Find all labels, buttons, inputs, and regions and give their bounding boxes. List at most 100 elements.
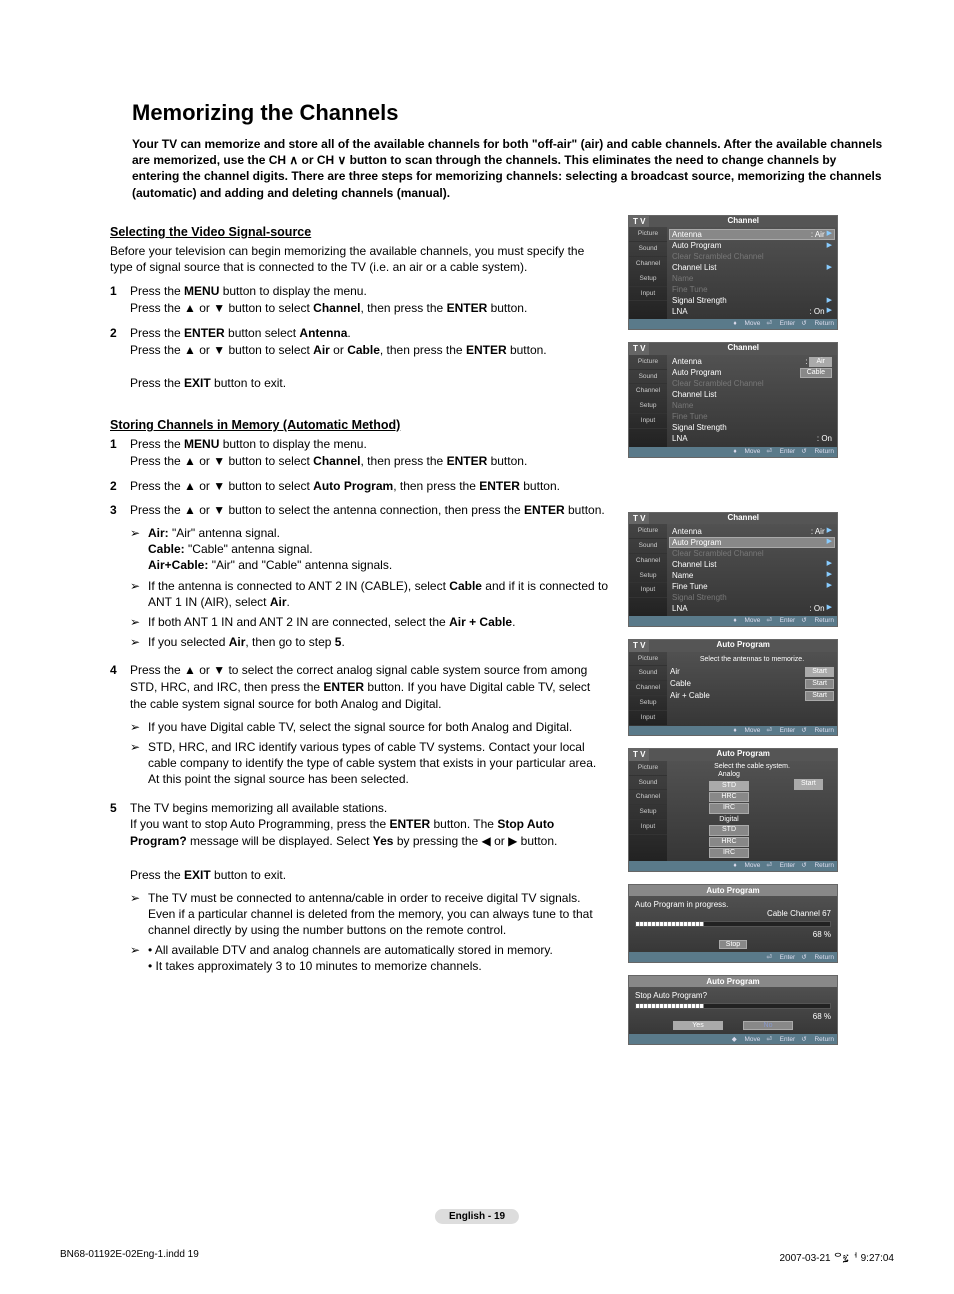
tv-side-item[interactable]: Picture xyxy=(629,761,667,776)
tv-row[interactable]: Clear Scrambled Channel xyxy=(670,251,834,262)
tv-row[interactable]: Antenna: Air▶ xyxy=(670,526,834,537)
step: 1Press the MENU button to display the me… xyxy=(110,436,610,470)
step-body: Press the MENU button to display the men… xyxy=(130,436,610,470)
tv-content: Antenna: Air▶Auto Program▶Clear Scramble… xyxy=(667,524,837,616)
tab-autoprogram: Auto Program xyxy=(649,749,837,761)
tv-content: Antenna: Air▶Auto Program▶Clear Scramble… xyxy=(667,227,837,319)
tv-side-item[interactable]: Setup xyxy=(629,805,667,820)
tv-menu-channel-1: T VChannel PictureSoundChannelSetupInput… xyxy=(628,215,838,330)
tv-side-item[interactable]: Sound xyxy=(629,776,667,791)
tv-side-item[interactable]: Picture xyxy=(629,355,667,370)
tv-row[interactable]: Auto Program▶ xyxy=(670,240,834,251)
cable-opt[interactable]: IRC xyxy=(709,848,749,858)
tv-side-item[interactable]: Channel xyxy=(629,554,667,569)
ap-row[interactable]: Air + CableStart xyxy=(670,690,834,702)
tv-footer: ♦ Move⏎ Enter↺ Return xyxy=(629,616,837,626)
tv-side-item[interactable]: Channel xyxy=(629,681,667,696)
cable-opt[interactable]: STD xyxy=(709,781,749,791)
tab-channel: Channel xyxy=(649,513,837,525)
step: 2Press the ▲ or ▼ button to select Auto … xyxy=(110,478,610,495)
tv-row[interactable]: Auto Program▶ xyxy=(669,537,835,548)
tv-row[interactable]: Clear Scrambled Channel xyxy=(670,548,834,559)
title-bar: Memorizing the Channels Your TV can memo… xyxy=(110,100,886,201)
footer-file: BN68-01192E-02Eng-1.indd 19 xyxy=(60,1249,199,1264)
tv-side-item[interactable]: Channel xyxy=(629,790,667,805)
tv-side-item[interactable]: Channel xyxy=(629,384,667,399)
step: 5The TV begins memorizing all available … xyxy=(110,800,610,979)
step-body: Press the MENU button to display the men… xyxy=(130,283,610,317)
tv-menu-channel-2: T VChannel PictureSoundChannelSetupInput… xyxy=(628,342,838,457)
tv-side-item[interactable]: Input xyxy=(629,583,667,598)
tv-row[interactable]: LNA: On▶ xyxy=(670,306,834,317)
step: 3Press the ▲ or ▼ button to select the a… xyxy=(110,502,610,654)
sub-item: ➢STD, HRC, and IRC identify various type… xyxy=(130,739,610,788)
opt-air[interactable]: Air xyxy=(809,357,832,367)
ap-row[interactable]: AirStart xyxy=(670,666,834,678)
cable-opt[interactable]: IRC xyxy=(709,803,749,813)
tv-side-item[interactable]: Channel xyxy=(629,257,667,272)
yes-button[interactable]: Yes xyxy=(673,1021,723,1030)
cable-opt[interactable]: HRC xyxy=(709,792,749,802)
tv-side-item[interactable]: Sound xyxy=(629,666,667,681)
step-body: Press the ▲ or ▼ button to select Auto P… xyxy=(130,478,610,495)
tv-side-item[interactable]: Input xyxy=(629,820,667,835)
cable-opt[interactable]: HRC xyxy=(709,837,749,847)
tab-autoprogram: Auto Program xyxy=(629,976,837,987)
ap-row[interactable]: CableStart xyxy=(670,678,834,690)
tv-side-item[interactable]: Picture xyxy=(629,227,667,242)
tab-tv: T V xyxy=(629,640,649,652)
opt-cable[interactable]: Cable xyxy=(800,368,832,378)
tv-row[interactable]: Name xyxy=(670,273,834,284)
tv-footer: ♦ Move⏎ Enter↺ Return xyxy=(629,861,837,871)
sub-item: ➢Air: "Air" antenna signal.Cable: "Cable… xyxy=(130,525,610,574)
tv-row[interactable]: Fine Tune xyxy=(670,284,834,295)
tab-tv: T V xyxy=(629,749,649,761)
tv-side-item[interactable]: Setup xyxy=(629,696,667,711)
tv-side-item[interactable]: Picture xyxy=(629,652,667,667)
step-num: 2 xyxy=(110,325,130,392)
tv-side-item[interactable]: Input xyxy=(629,287,667,302)
tv-row[interactable]: Channel List▶ xyxy=(670,559,834,570)
tv-side-item[interactable]: Input xyxy=(629,414,667,429)
tv-side-item[interactable]: Input xyxy=(629,711,667,726)
tv-row[interactable]: Antenna: Air▶ xyxy=(669,229,835,240)
tv-side-item[interactable]: Sound xyxy=(629,539,667,554)
tv-sidebar: PictureSoundChannelSetupInput xyxy=(629,355,667,447)
tv-side-item[interactable]: Sound xyxy=(629,242,667,257)
tab-autoprogram: Auto Program xyxy=(649,640,837,652)
tv-content: Select the antennas to memorize. AirStar… xyxy=(667,652,837,726)
tv-row[interactable]: Fine Tune▶ xyxy=(670,581,834,592)
no-button[interactable]: No xyxy=(743,1021,793,1030)
tv-row[interactable]: Name▶ xyxy=(670,570,834,581)
tv-row[interactable]: Signal Strength xyxy=(670,592,834,603)
tv-side-item[interactable]: Picture xyxy=(629,524,667,539)
step-num: 1 xyxy=(110,436,130,470)
page-title: Memorizing the Channels xyxy=(132,100,886,126)
section-b-heading: Storing Channels in Memory (Automatic Me… xyxy=(110,418,610,432)
section-a-steps: 1Press the MENU button to display the me… xyxy=(110,283,610,392)
columns: Selecting the Video Signal-source Before… xyxy=(110,215,886,1045)
tv-row[interactable]: Channel List▶ xyxy=(670,262,834,273)
tv-side-item[interactable]: Setup xyxy=(629,399,667,414)
step-body: The TV begins memorizing all available s… xyxy=(130,800,610,979)
tv-sidebar: PictureSoundChannelSetupInput xyxy=(629,524,667,616)
step-num: 5 xyxy=(110,800,130,979)
tv-side-item[interactable]: Sound xyxy=(629,370,667,385)
tv-side-item[interactable]: Setup xyxy=(629,272,667,287)
spacer xyxy=(628,470,838,500)
stop-button[interactable]: Stop xyxy=(719,940,747,949)
step-body: Press the ▲ or ▼ button to select the an… xyxy=(130,502,610,654)
label-digital: Digital xyxy=(670,816,788,824)
tv-progress: Auto Program Auto Program in progress. C… xyxy=(628,884,838,963)
tv-row[interactable]: Signal Strength▶ xyxy=(670,295,834,306)
tv-content: Antenna: Air Auto ProgramCable Clear Scr… xyxy=(667,355,837,447)
step-body: Press the ENTER button select Antenna.Pr… xyxy=(130,325,610,392)
tv-auto-program-select: T VAuto Program PictureSoundChannelSetup… xyxy=(628,639,838,736)
progress-bar xyxy=(635,1003,831,1009)
tv-side-item[interactable]: Setup xyxy=(629,569,667,584)
step: 1Press the MENU button to display the me… xyxy=(110,283,610,317)
tv-row[interactable]: LNA: On▶ xyxy=(670,603,834,614)
start-button[interactable]: Start xyxy=(794,779,823,789)
cable-opt[interactable]: STD xyxy=(709,825,749,835)
tv-menu-channel-3: T VChannel PictureSoundChannelSetupInput… xyxy=(628,512,838,627)
